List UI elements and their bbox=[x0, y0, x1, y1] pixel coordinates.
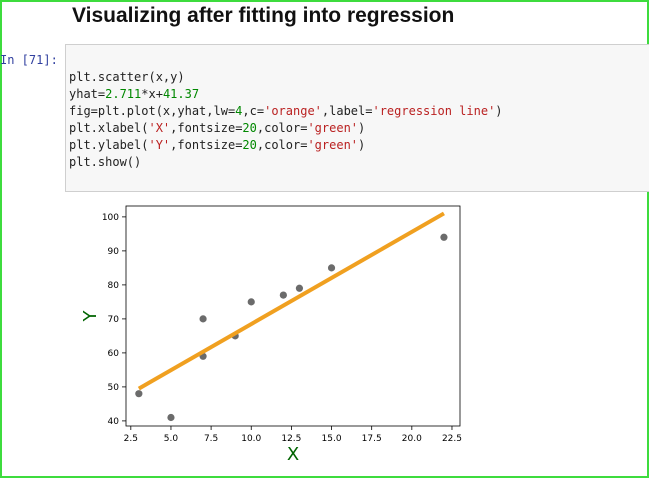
data-point bbox=[440, 233, 448, 241]
plot-frame bbox=[125, 205, 461, 427]
regression-line bbox=[137, 211, 445, 391]
data-point bbox=[135, 390, 143, 398]
code-line: fig=plt.plot(x,yhat,lw=4,c='orange',labe… bbox=[69, 104, 503, 118]
x-tick-label: 15.0 bbox=[322, 434, 342, 444]
x-tick-label: 2.5 bbox=[124, 434, 138, 444]
x-tick-label: 22.5 bbox=[442, 434, 462, 444]
x-tick-label: 10.0 bbox=[241, 434, 261, 444]
code-line: plt.show() bbox=[69, 155, 142, 169]
code-line: yhat=2.711*x+41.37 bbox=[69, 87, 200, 101]
x-tick-label: 20.0 bbox=[402, 434, 422, 444]
y-tick-label: 100 bbox=[102, 213, 119, 223]
x-tick-label: 17.5 bbox=[362, 434, 382, 444]
y-tick-label: 50 bbox=[108, 383, 120, 393]
x-tick-label: 5.0 bbox=[164, 434, 179, 444]
data-point bbox=[279, 291, 287, 299]
scatter-plot: 2.5 5.0 7.5 10.0 12.5 15.0 17.5 20.0 22.5 40 50 60 7… bbox=[80, 205, 462, 465]
y-tick-label: 70 bbox=[108, 315, 120, 325]
data-point bbox=[247, 298, 255, 306]
code-line: plt.ylabel('Y',fontsize=20,color='green'… bbox=[69, 138, 366, 152]
y-tick-label: 40 bbox=[108, 417, 120, 427]
y-tick-label: 80 bbox=[108, 281, 120, 291]
code-cell-source[interactable]: plt.scatter(x,y) yhat=2.711*x+41.37 fig=… bbox=[69, 69, 503, 171]
code-cell[interactable] bbox=[65, 44, 649, 192]
y-tick-label: 60 bbox=[108, 349, 120, 359]
code-line: plt.xlabel('X',fontsize=20,color='green'… bbox=[69, 121, 366, 135]
data-point bbox=[327, 264, 336, 272]
code-line: plt.scatter(x,y) bbox=[69, 70, 185, 84]
data-point bbox=[295, 284, 304, 292]
x-tick-label: 12.5 bbox=[281, 434, 301, 444]
data-point bbox=[199, 315, 207, 323]
cell-prompt: In [71]: bbox=[0, 53, 58, 67]
y-tick-label: 90 bbox=[108, 247, 120, 257]
x-tick-label: 7.5 bbox=[204, 434, 218, 444]
x-axis-label: X bbox=[287, 444, 299, 465]
y-axis-label: Y bbox=[80, 310, 101, 323]
data-point bbox=[167, 413, 175, 422]
markdown-heading: Visualizing after fitting into regressio… bbox=[72, 4, 455, 27]
